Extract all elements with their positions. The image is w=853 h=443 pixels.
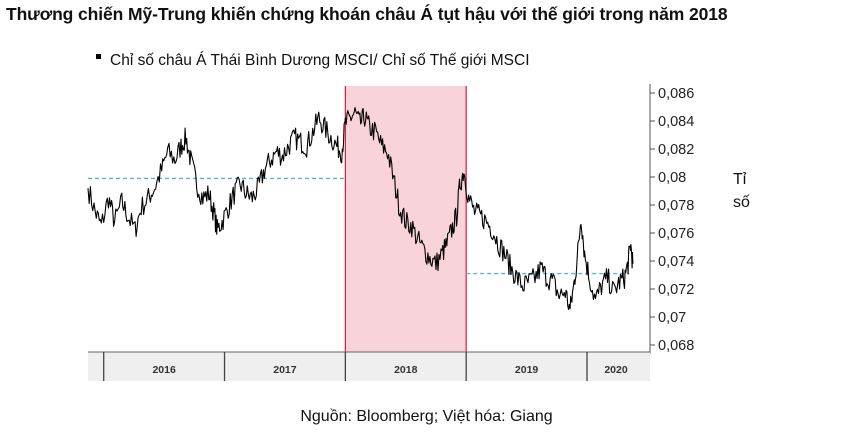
y-tick-label: 0,086 bbox=[658, 86, 694, 102]
y-axis-title-line-2: số bbox=[733, 194, 750, 211]
y-tick-label: 0,078 bbox=[658, 198, 694, 214]
y-tick-label: 0,07 bbox=[658, 310, 686, 326]
x-tick-label: 2018 bbox=[394, 364, 418, 376]
x-tick-label: 2019 bbox=[515, 364, 539, 376]
y-tick-label: 0,082 bbox=[658, 142, 694, 158]
legend-swatch bbox=[96, 54, 101, 60]
x-axis-band bbox=[88, 352, 650, 381]
chart-title: Thương chiến Mỹ-Trung khiến chứng khoán … bbox=[6, 4, 728, 24]
y-tick-label: 0,074 bbox=[658, 254, 694, 270]
y-tick-label: 0,076 bbox=[658, 226, 694, 242]
y-tick-label: 0,08 bbox=[658, 170, 686, 186]
x-tick-label: 2017 bbox=[273, 364, 297, 376]
source-note: Nguồn: Bloomberg; Việt hóa: Giang bbox=[300, 408, 553, 425]
y-axis-title-line-1: Tỉ bbox=[733, 171, 747, 188]
legend-label: Chỉ số châu Á Thái Bình Dương MSCI/ Chỉ … bbox=[110, 52, 530, 69]
x-tick-label: 2020 bbox=[604, 364, 628, 376]
highlight-2018-band bbox=[345, 86, 467, 352]
legend: Chỉ số châu Á Thái Bình Dương MSCI/ Chỉ … bbox=[96, 52, 530, 70]
x-tick-label: 2016 bbox=[152, 364, 176, 376]
y-tick-label: 0,068 bbox=[658, 338, 694, 354]
series-line bbox=[87, 107, 634, 310]
y-tick-label: 0,084 bbox=[658, 114, 694, 130]
y-axis-title: Tỉ số bbox=[733, 168, 750, 214]
y-tick-label: 0,072 bbox=[658, 282, 694, 298]
